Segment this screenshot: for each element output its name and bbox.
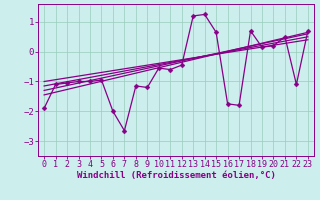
X-axis label: Windchill (Refroidissement éolien,°C): Windchill (Refroidissement éolien,°C) [76,171,276,180]
